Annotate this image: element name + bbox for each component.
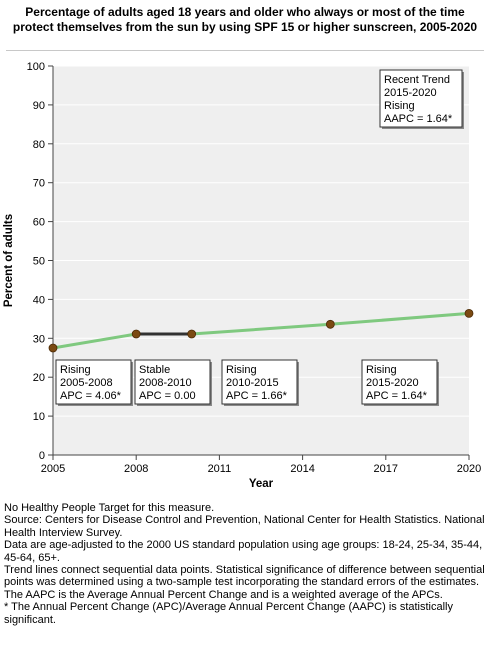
y-tick-label-40: 40 — [33, 294, 45, 306]
x-axis-title: Year — [249, 478, 274, 490]
y-tick-label-30: 30 — [33, 333, 45, 345]
data-point-2005 — [48, 343, 58, 353]
x-tick-label-2020: 2020 — [457, 463, 481, 475]
y-tick-label-10: 10 — [33, 411, 45, 423]
footnote-significance: * The Annual Percent Change (APC)/Averag… — [4, 601, 454, 626]
y-axis-title: Percent of adults — [3, 214, 15, 307]
trend-box-1-box — [55, 359, 132, 405]
y-tick-label-100: 100 — [27, 61, 45, 73]
recent-trend-box-line-3: Rising — [384, 100, 415, 112]
trend-box-2-line-3: APC = 0.00 — [139, 390, 196, 402]
data-point-2015 — [325, 319, 335, 329]
data-point-2020 — [464, 309, 474, 318]
axes — [48, 65, 470, 460]
recent-trend-box-line-1: Recent Trend — [384, 74, 450, 86]
trend-box-4-box — [361, 359, 438, 405]
trend-box-1-line-1: Rising — [60, 364, 91, 376]
line-chart: 0 10 20 30 40 50 60 70 80 90 100 2005 2008 2011 2014 20… — [3, 61, 482, 490]
x-tick-label-2017: 2017 — [374, 463, 398, 475]
y-tick-label-90: 90 — [33, 100, 45, 112]
x-tick-label-2014: 2014 — [290, 463, 314, 475]
footnote-trend-lines: Trend lines connect sequential data poin… — [4, 564, 485, 589]
footnote-source: Source: Centers for Disease Control and … — [4, 514, 485, 539]
data-points — [48, 309, 474, 353]
y-tick-label-60: 60 — [33, 217, 45, 229]
chart-title: Percentage of adults aged 18 years and o… — [12, 5, 478, 34]
recent-trend-box-line-4: AAPC = 1.64* — [384, 113, 453, 125]
x-tick-label-2005: 2005 — [41, 463, 65, 475]
trend-box-1-line-3: APC = 4.06* — [60, 390, 122, 402]
footnote-target: No Healthy People Target for this measur… — [4, 502, 215, 514]
y-tick-label-0: 0 — [39, 450, 45, 462]
y-tick-label-50: 50 — [33, 256, 45, 268]
footnote-age-adjustment: Data are age-adjusted to the 2000 US sta… — [4, 539, 483, 564]
trend-line-4 — [328, 311, 471, 326]
footnotes: No Healthy People Target for this measur… — [4, 502, 488, 626]
trend-box-1-line-2: 2005-2008 — [60, 377, 113, 389]
x-tick-label-2008: 2008 — [124, 463, 148, 475]
recent-trend-box-line-2: 2015-2020 — [384, 87, 437, 99]
y-tick-label-70: 70 — [33, 178, 45, 190]
data-point-2008 — [131, 329, 141, 339]
trend-lines — [51, 311, 471, 350]
y-tick-label-20: 20 — [33, 372, 45, 384]
trend-box-2-line-2: 2008-2010 — [139, 377, 192, 389]
trend-box-4-line-3: APC = 1.64* — [366, 390, 428, 402]
trend-box-3-line-2: 2010-2015 — [226, 377, 279, 389]
trend-box-4-line-1: Rising — [366, 364, 397, 376]
trend-box-3-line-1: Rising — [226, 364, 257, 376]
y-tick-label-80: 80 — [33, 139, 45, 151]
trend-box-4-line-2: 2015-2020 — [366, 377, 419, 389]
trend-box-2-box — [134, 359, 211, 405]
trend-line-3 — [190, 322, 332, 336]
x-tick-label-2011: 2011 — [208, 463, 232, 475]
trend-box-3-box — [221, 359, 298, 405]
recent-trend-box-box — [379, 69, 463, 128]
footnote-aapc: The AAPC is the Average Annual Percent C… — [4, 588, 443, 601]
gridlines — [53, 65, 469, 417]
trend-box-2-line-1: Stable — [139, 364, 170, 376]
trend-box-3-line-3: APC = 1.66* — [226, 390, 288, 402]
title-divider — [6, 50, 484, 51]
trend-line-1 — [51, 332, 138, 350]
tick-labels: 0 10 20 30 40 50 60 70 80 90 100 2005 2008 2011 2014 20… — [27, 61, 482, 475]
data-point-2010 — [187, 329, 197, 339]
